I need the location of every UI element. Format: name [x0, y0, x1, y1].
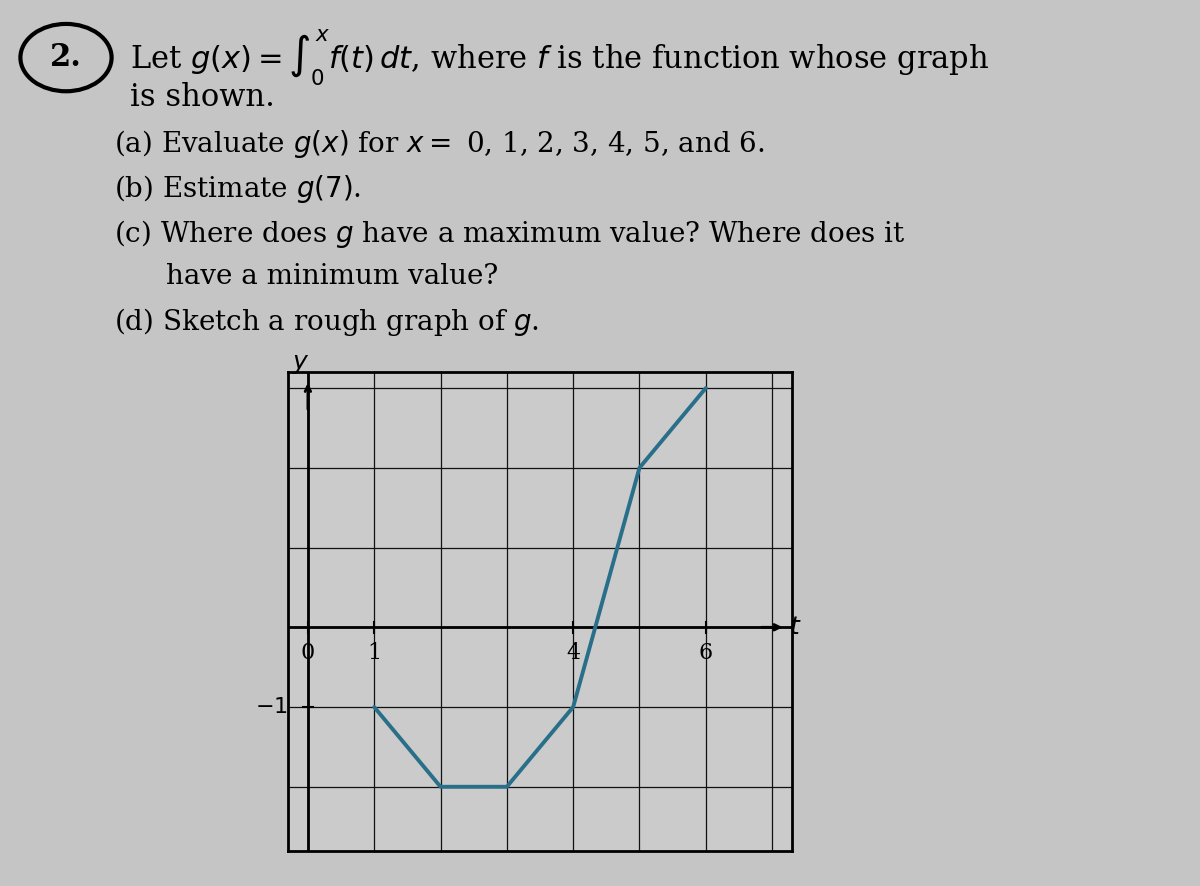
Text: 4: 4	[566, 641, 581, 664]
Text: 2.: 2.	[50, 43, 82, 73]
Text: (c) Where does $g$ have a maximum value? Where does it: (c) Where does $g$ have a maximum value?…	[114, 218, 905, 250]
Text: (a) Evaluate $g(x)$ for $x = $ 0, 1, 2, 3, 4, 5, and 6.: (a) Evaluate $g(x)$ for $x = $ 0, 1, 2, …	[114, 128, 764, 159]
Text: (d) Sketch a rough graph of $g$.: (d) Sketch a rough graph of $g$.	[114, 306, 539, 338]
Text: $-1$: $-1$	[256, 696, 288, 718]
Text: is shown.: is shown.	[130, 82, 275, 113]
Text: $t$: $t$	[788, 616, 802, 639]
Text: 6: 6	[698, 641, 713, 664]
Text: have a minimum value?: have a minimum value?	[166, 263, 498, 290]
Text: $y$: $y$	[293, 354, 310, 376]
Text: 1: 1	[367, 641, 382, 664]
Text: 0: 0	[301, 641, 316, 664]
Text: (b) Estimate $g(7)$.: (b) Estimate $g(7)$.	[114, 173, 361, 205]
Text: Let $g(x) = \int_0^x f(t)\,dt$, where $f$ is the function whose graph: Let $g(x) = \int_0^x f(t)\,dt$, where $f…	[130, 27, 989, 88]
